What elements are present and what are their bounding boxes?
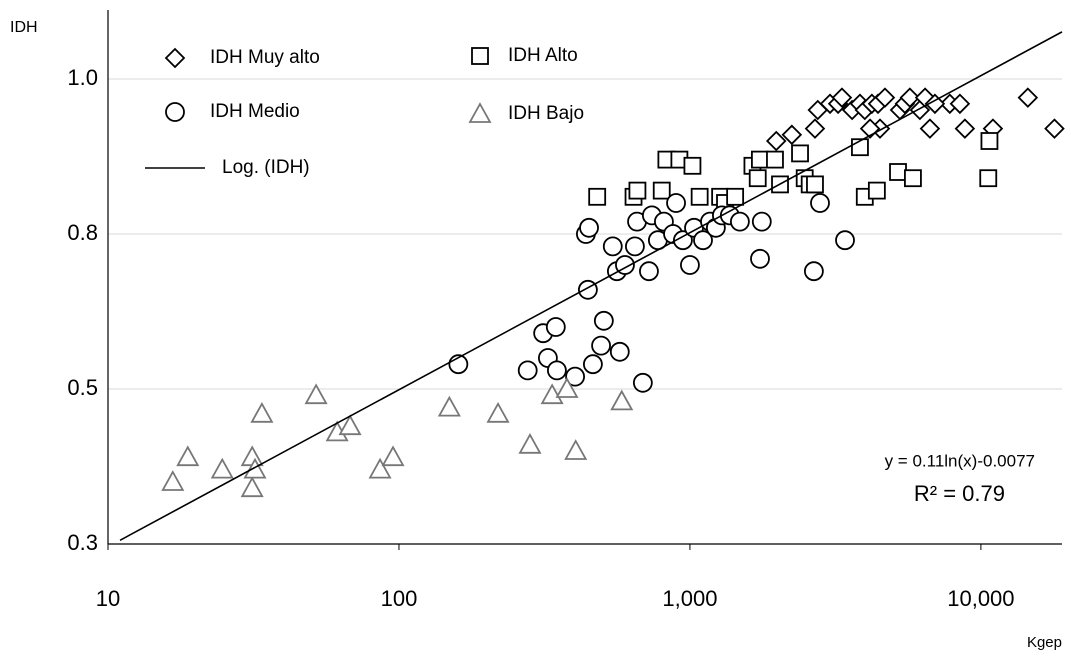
x-tick-label: 10,000 (947, 586, 1014, 611)
data-point (540, 383, 564, 405)
data-point (588, 187, 607, 206)
data-point (666, 193, 686, 213)
data-point (609, 341, 630, 362)
data-point (949, 93, 971, 115)
x-tick-label: 1,000 (662, 586, 717, 611)
data-point (690, 187, 709, 206)
data-point (810, 193, 830, 213)
data-point (368, 457, 392, 479)
data-point (381, 445, 405, 467)
legend-marker (164, 47, 186, 69)
data-point (867, 181, 886, 200)
data-point (899, 87, 921, 108)
data-point (545, 317, 566, 337)
data-point (919, 118, 941, 139)
data-point (437, 395, 461, 417)
legend-label: Log. (IDH) (222, 157, 310, 178)
r-squared: R² = 0.79 (914, 481, 1005, 506)
y-axis-label: IDH (10, 19, 38, 36)
data-point (602, 236, 623, 257)
data-point (980, 132, 999, 150)
trend-line (119, 31, 1063, 541)
data-point (748, 169, 767, 188)
data-point (591, 335, 611, 356)
data-point (673, 230, 693, 251)
data-point (628, 181, 647, 200)
data-point (338, 414, 362, 436)
data-point (304, 383, 328, 405)
data-point (652, 181, 671, 200)
data-point (517, 360, 538, 381)
data-point (639, 261, 659, 282)
data-point (243, 457, 267, 479)
data-point (625, 236, 645, 257)
y-tick-label: 0.8 (67, 220, 98, 245)
data-point (250, 401, 274, 423)
data-point (486, 401, 510, 423)
legend-label: IDH Medio (210, 101, 300, 122)
y-tick-label: 0.5 (67, 375, 98, 400)
data-point (518, 432, 542, 454)
data-point (555, 377, 579, 398)
data-point (751, 150, 769, 169)
data-point (954, 118, 976, 139)
data-point (924, 93, 946, 115)
data-point (1044, 118, 1065, 139)
x-tick-label: 100 (381, 586, 418, 611)
data-point (804, 118, 826, 139)
data-point (693, 230, 713, 251)
data-point (806, 175, 824, 194)
data-point (683, 156, 702, 175)
data-point (803, 261, 824, 282)
data-point (765, 130, 787, 152)
y-tick-label: 1.0 (67, 65, 98, 90)
data-point (1017, 87, 1039, 108)
legend-marker (468, 102, 492, 123)
data-point (547, 360, 567, 381)
data-point (729, 211, 750, 232)
legend-label: IDH Alto (508, 45, 578, 66)
data-point (565, 366, 585, 387)
data-point (726, 187, 745, 206)
data-point (750, 248, 770, 269)
data-point (579, 217, 599, 238)
data-point (889, 163, 907, 181)
data-point (610, 389, 634, 411)
data-point (161, 470, 185, 491)
trend-equation: y = 0.11ln(x)-0.0077 (885, 451, 1035, 470)
data-point (240, 476, 264, 498)
data-point (564, 439, 588, 460)
data-point (593, 310, 614, 331)
legend-label: IDH Bajo (508, 103, 584, 124)
data-point (781, 124, 803, 146)
data-point (904, 169, 922, 188)
x-axis-label: Kgep (1027, 634, 1062, 651)
data-point (176, 445, 200, 467)
data-point (582, 354, 603, 375)
data-point (766, 150, 784, 169)
legend-marker (471, 47, 489, 65)
data-point (240, 445, 264, 467)
data-point (680, 255, 700, 275)
data-point (831, 87, 853, 108)
data-point (791, 144, 809, 163)
data-point (874, 87, 896, 108)
data-point (751, 211, 772, 232)
data-point (210, 457, 234, 479)
data-point (632, 372, 653, 393)
legend-label: IDH Muy alto (210, 47, 320, 68)
data-point (835, 230, 855, 251)
legend-marker (165, 102, 185, 122)
data-point (979, 169, 998, 188)
x-tick-label: 10 (96, 586, 120, 611)
y-tick-label: 0.3 (67, 530, 98, 555)
